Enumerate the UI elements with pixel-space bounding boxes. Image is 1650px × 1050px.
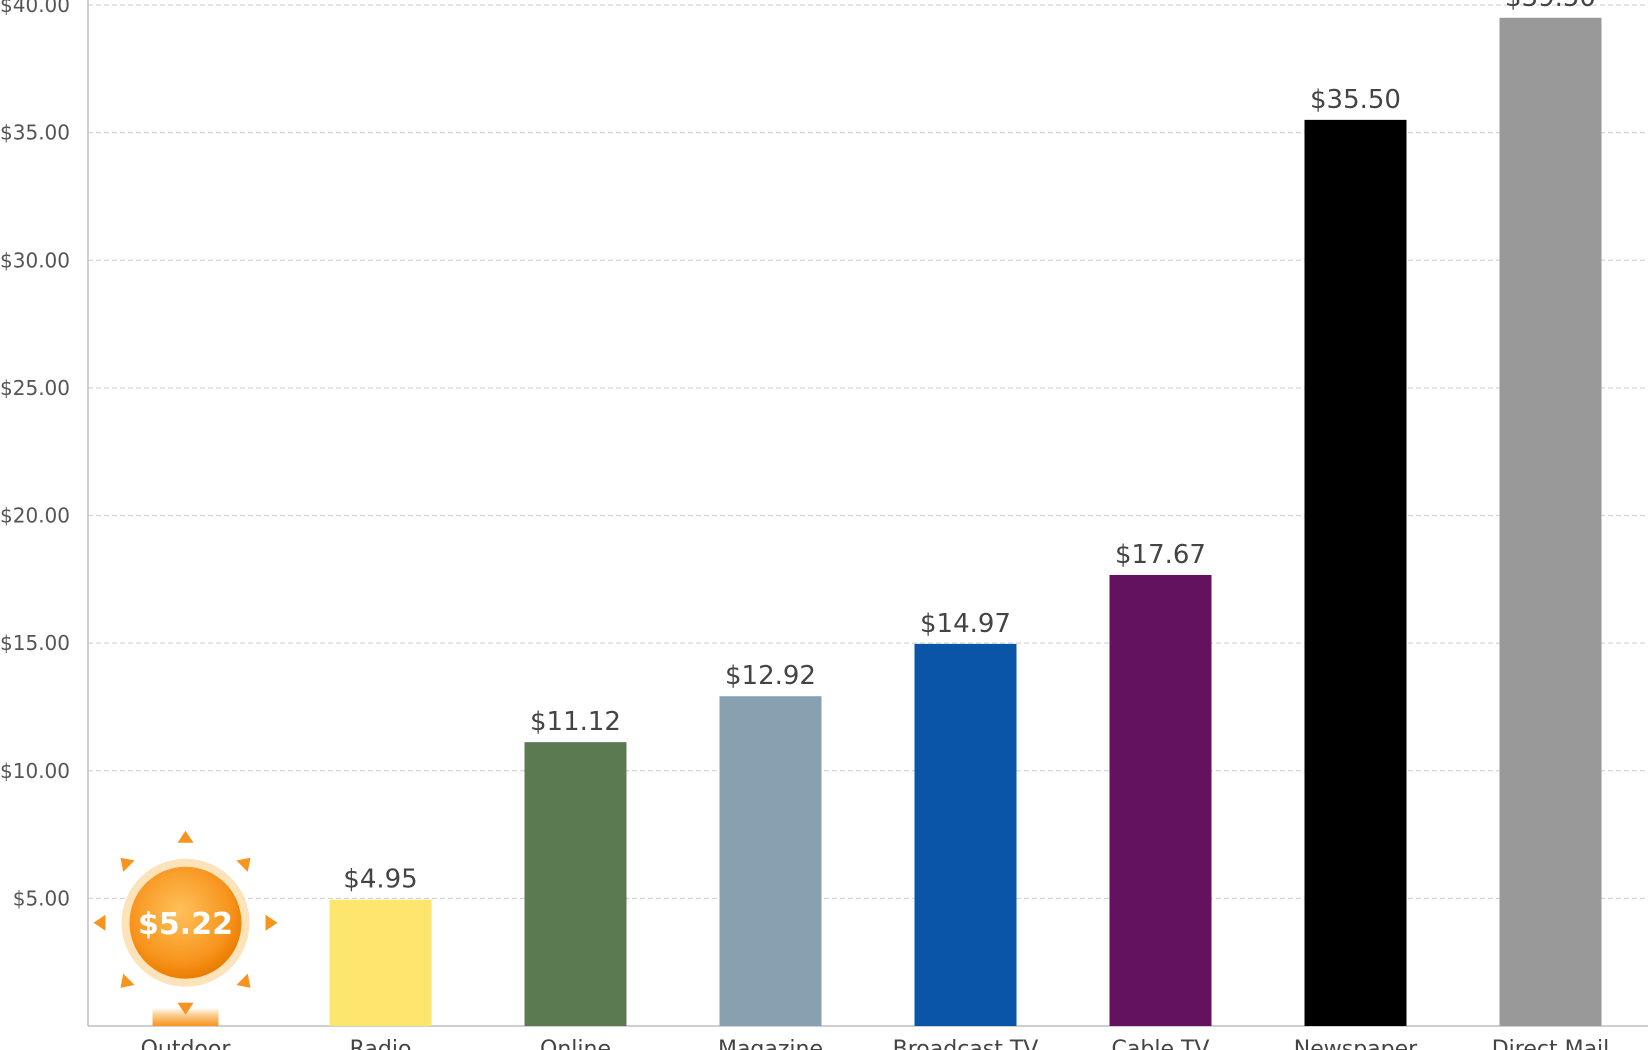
data-label: $11.12: [530, 707, 621, 737]
category-label: Cable TV: [1112, 1037, 1210, 1050]
y-tick-label: $35.00: [0, 121, 70, 145]
category-label: Direct Mail: [1492, 1037, 1610, 1050]
bar: [1499, 17, 1602, 1026]
y-axis: $5.00 $10.00 $15.00 $20.00 $25.00 $30.00 $35.0…: [0, 0, 1648, 1027]
sun-ray: [177, 1002, 194, 1015]
bar: [1304, 119, 1407, 1027]
sun-ray: [177, 830, 194, 843]
data-label: $12.92: [725, 661, 816, 691]
data-label: $4.95: [343, 865, 417, 895]
sun-ray: [236, 973, 251, 988]
bar: [524, 742, 627, 1026]
category-label: Broadcast TV: [893, 1037, 1039, 1050]
y-tick-label: $25.00: [0, 376, 70, 400]
category-label: Magazine: [718, 1037, 823, 1050]
y-tick-label: $20.00: [0, 504, 70, 528]
data-label: $14.97: [920, 609, 1011, 639]
highlight-badge: $5.22: [93, 830, 278, 1015]
y-tick-label: $10.00: [0, 759, 70, 783]
category-labels: Outdoor Radio Online Magazine Broadcast TV Ca…: [141, 1037, 1610, 1050]
data-labels: $4.95 $11.12 $12.92 $14.97 $17.67 $35.50 $39.5…: [343, 0, 1596, 895]
category-label: Outdoor: [141, 1037, 232, 1050]
y-tick-label: $15.00: [0, 631, 70, 655]
sun-disc: [129, 866, 242, 979]
bar: [914, 643, 1017, 1026]
category-label: Newspaper: [1294, 1037, 1418, 1050]
data-label: $39.50: [1505, 0, 1596, 13]
bars: [152, 17, 1602, 1027]
category-label: Online: [540, 1037, 611, 1050]
sun-icon: $5.22: [93, 830, 278, 1015]
sun-ray: [120, 857, 135, 872]
data-label: $17.67: [1115, 540, 1206, 570]
data-label: $35.50: [1310, 85, 1401, 115]
bar: [152, 1007, 219, 1026]
y-tick-label: $5.00: [13, 886, 70, 910]
sun-ray: [265, 914, 278, 931]
bar: [1109, 574, 1212, 1026]
sun-ray: [120, 973, 135, 988]
sun-ray: [93, 914, 106, 931]
bar: [719, 696, 822, 1026]
category-label: Radio: [350, 1037, 412, 1050]
y-tick-label: $40.00: [0, 0, 70, 17]
data-label: $5.22: [138, 907, 233, 942]
sun-ray: [236, 857, 251, 872]
gridlines: [88, 4, 1648, 899]
y-tick-label: $30.00: [0, 248, 70, 272]
bar: [329, 899, 432, 1026]
